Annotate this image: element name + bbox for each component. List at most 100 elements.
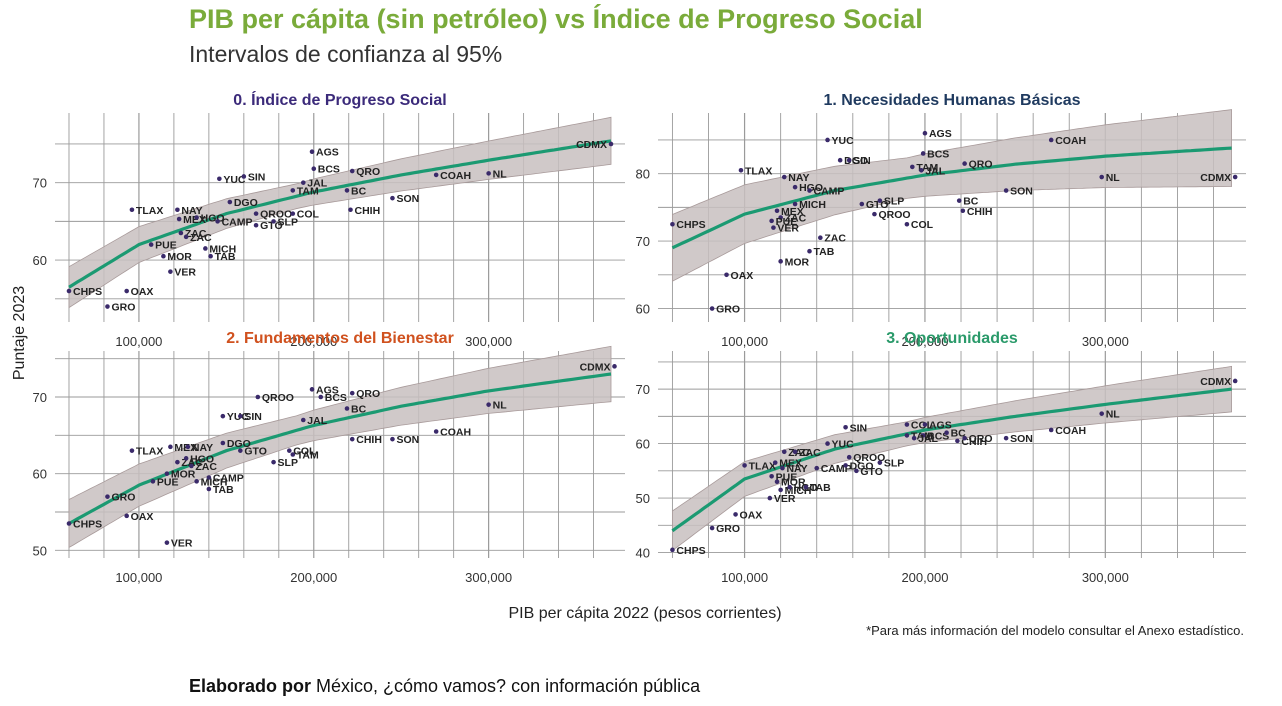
point-label: TAM [297, 185, 319, 197]
data-point [150, 479, 156, 484]
data-point [194, 215, 199, 220]
data-point [129, 207, 135, 213]
data-point [349, 168, 355, 174]
data-point [846, 454, 852, 460]
data-point [183, 456, 189, 461]
point-label: GTO [860, 466, 883, 478]
data-point [227, 199, 233, 205]
point-label: YUC [832, 439, 855, 451]
point-label: COAH [440, 170, 471, 182]
point-label: MOR [785, 256, 810, 268]
point-label: MOR [167, 251, 192, 263]
data-point [778, 487, 783, 493]
point-label: GRO [716, 523, 740, 535]
data-point [215, 219, 220, 224]
point-label: MEX [779, 458, 802, 470]
data-point [486, 402, 491, 407]
point-label: GTO [866, 199, 889, 211]
point-label: QROO [260, 209, 292, 221]
data-point [904, 422, 910, 427]
point-label: GRO [111, 302, 135, 314]
data-point [1048, 427, 1054, 433]
y-tick-label: 60 [636, 437, 650, 452]
point-label: MICH [209, 243, 236, 255]
point-label: GRO [716, 304, 740, 316]
x-tick-label: 200,000 [290, 334, 337, 349]
footnote: *Para más información del modelo consult… [866, 623, 1244, 638]
point-label: HGO [799, 182, 823, 194]
data-point [175, 459, 180, 465]
point-label: NL [1106, 172, 1121, 184]
point-label: CDMX [576, 139, 607, 151]
data-point [738, 168, 744, 173]
data-point [814, 465, 820, 471]
point-label: SON [1010, 186, 1033, 198]
data-point [168, 444, 173, 450]
data-point [168, 269, 173, 274]
data-point [769, 473, 774, 479]
point-label: TLAX [136, 205, 163, 217]
point-label: ZAC [799, 447, 821, 459]
point-label: BC [351, 185, 367, 197]
chart-title: PIB per cápita (sin petróleo) vs Índice … [189, 4, 923, 34]
point-label: BC [351, 404, 367, 416]
point-label: QROO [853, 452, 885, 464]
y-tick-label: 60 [33, 467, 47, 482]
data-point [772, 460, 778, 465]
data-point [183, 234, 189, 240]
y-tick-label: 40 [636, 546, 650, 561]
panel-1: 1. Necesidades Humanas Básicas 60 70 80 100,… [636, 92, 1246, 349]
data-point [255, 394, 261, 400]
data-point [290, 188, 296, 193]
point-label: OAX [740, 509, 763, 521]
data-point [803, 484, 809, 490]
point-label: TAM [297, 450, 319, 462]
data-point [955, 438, 960, 444]
data-point [843, 463, 848, 468]
data-point [1232, 174, 1238, 180]
data-point [792, 201, 798, 207]
data-point [807, 248, 812, 254]
y-tick-label: 80 [636, 167, 650, 182]
data-point [911, 435, 917, 441]
data-point [742, 463, 747, 468]
data-point [781, 174, 787, 180]
data-point [872, 211, 877, 217]
fit-line [68, 139, 612, 289]
point-label: OAX [131, 286, 154, 298]
point-label: VER [774, 493, 796, 505]
point-label: TLAX [749, 460, 776, 472]
point-label: PUE [776, 471, 798, 483]
data-point [344, 188, 350, 193]
data-point [309, 149, 315, 155]
y-tick-label: 50 [636, 491, 650, 506]
point-label: CHPS [676, 219, 705, 231]
data-point [66, 521, 72, 526]
y-tick-label: 70 [636, 234, 650, 249]
data-point [778, 259, 783, 264]
data-point [904, 221, 910, 227]
panel-3: 3. Oportunidades 40 50 60 70 100,000 200,000 30… [636, 330, 1246, 585]
point-label: CAMP [213, 473, 244, 485]
data-point [859, 201, 865, 207]
data-point [300, 180, 306, 185]
x-tick-label: 100,000 [721, 334, 768, 349]
y-tick-label: 70 [33, 390, 47, 405]
point-label: MEX [781, 206, 804, 218]
point-label: OAX [731, 270, 754, 282]
point-label: OAX [131, 511, 154, 523]
point-label: COAH [1055, 425, 1086, 437]
data-point [778, 215, 783, 220]
point-label: QRO [356, 166, 380, 178]
data-point [787, 484, 792, 490]
confidence-band [672, 109, 1232, 282]
point-label: QRO [969, 433, 993, 445]
point-label: AGS [316, 147, 339, 159]
data-point [486, 171, 491, 176]
data-point [220, 413, 226, 419]
point-label: NAY [192, 442, 213, 454]
data-point [792, 449, 798, 455]
x-tick-label: 100,000 [721, 570, 768, 585]
point-label: BCS [325, 392, 347, 404]
data-point [818, 235, 823, 241]
